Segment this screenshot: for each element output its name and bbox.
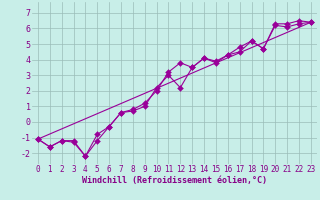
X-axis label: Windchill (Refroidissement éolien,°C): Windchill (Refroidissement éolien,°C) [82, 176, 267, 185]
